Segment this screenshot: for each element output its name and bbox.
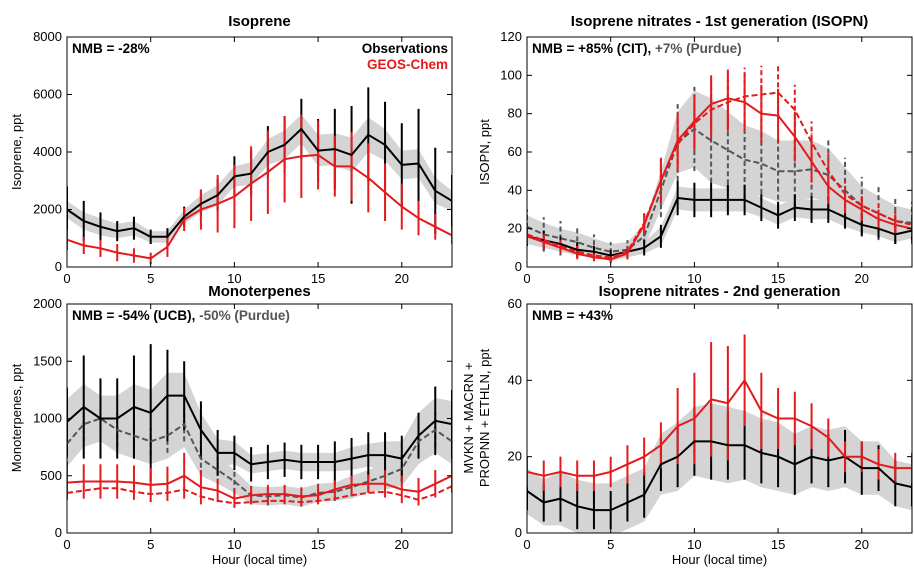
nmb-annotation-part: NMB = +85% (CIT), <box>532 41 655 56</box>
y-tick-label: 0 <box>55 259 62 274</box>
plot-area <box>527 334 912 533</box>
x-tick-label: 10 <box>687 537 701 552</box>
series-line <box>67 485 452 505</box>
x-tick-label: 20 <box>395 271 409 286</box>
nmb-annotation: NMB = -54% (UCB), -50% (Purdue) <box>72 308 290 323</box>
uncertainty-band <box>67 395 452 507</box>
y-tick-label: 8000 <box>33 29 62 44</box>
uncertainty-band <box>67 114 452 243</box>
x-tick-label: 10 <box>227 537 241 552</box>
plot-area <box>67 344 452 508</box>
nmb-annotation-part: NMB = +43% <box>532 308 613 323</box>
panel-isoprene: 0 5 10 15 20 0 2000 4000 6000 8000 Isoprene Isopren… <box>9 13 453 286</box>
y-axis-label: Isoprene, ppt <box>9 114 24 190</box>
y-tick-label: 1000 <box>33 411 62 426</box>
x-tick-label: 20 <box>855 271 869 286</box>
series-line <box>527 97 912 261</box>
series-line <box>527 379 912 477</box>
nmb-annotation-part: NMB = -54% (UCB), <box>72 308 199 323</box>
y-tick-label: 100 <box>500 67 522 82</box>
x-tick-label: 15 <box>311 271 325 286</box>
series-line <box>527 197 912 257</box>
y-tick-label: 1500 <box>33 353 62 368</box>
y-tick-label: 2000 <box>33 296 62 311</box>
uncertainty-band <box>527 403 912 533</box>
panel-title: Isoprene <box>228 13 291 30</box>
y-tick-label: 60 <box>508 144 522 159</box>
x-tick-label: 10 <box>687 271 701 286</box>
y-axis-label: MVKN + MACRN +PROPNN + ETHLN, ppt <box>461 348 492 487</box>
x-tick-label: 0 <box>63 271 70 286</box>
y-tick-label: 20 <box>508 449 522 464</box>
nmb-annotation: NMB = -28% <box>72 41 150 56</box>
plot-frame <box>526 303 913 534</box>
uncertainty-band <box>527 90 912 260</box>
y-tick-label: 500 <box>40 468 62 483</box>
y-tick-label: 0 <box>55 525 62 540</box>
y-tick-label: 4000 <box>33 144 62 159</box>
plot-area <box>67 87 452 265</box>
x-tick-label: 15 <box>771 271 785 286</box>
x-tick-label: 20 <box>395 537 409 552</box>
series-line <box>527 440 912 512</box>
x-tick-label: 0 <box>523 537 530 552</box>
y-tick-label: 6000 <box>33 87 62 102</box>
panel-2nd-gen-nitrates: 0 5 10 15 20 0 20 40 60 Isoprene nitrates - 2nd g… <box>461 283 913 567</box>
series-line <box>67 417 452 499</box>
y-tick-label: 60 <box>508 296 522 311</box>
series-line <box>67 474 452 500</box>
x-axis-label: Hour (local time) <box>212 552 307 567</box>
x-tick-label: 15 <box>771 537 785 552</box>
x-tick-label: 5 <box>147 537 154 552</box>
series-line <box>527 128 912 253</box>
y-axis-label-line: PROPNN + ETHLN, ppt <box>477 348 492 487</box>
x-tick-label: 5 <box>147 271 154 286</box>
y-tick-label: 2000 <box>33 202 62 217</box>
y-tick-label: 120 <box>500 29 522 44</box>
plot-area <box>527 65 912 264</box>
y-tick-label: 20 <box>508 221 522 236</box>
y-axis-label: ISOPN, ppt <box>477 119 492 185</box>
uncertainty-band <box>67 372 452 476</box>
y-tick-label: 40 <box>508 182 522 197</box>
series-line <box>67 153 452 260</box>
x-tick-label: 10 <box>227 271 241 286</box>
x-axis-label: Hour (local time) <box>672 552 767 567</box>
panel-title: Isoprene nitrates - 1st generation (ISOP… <box>571 13 869 30</box>
y-tick-label: 80 <box>508 106 522 121</box>
x-tick-label: 15 <box>311 537 325 552</box>
x-tick-label: 5 <box>607 537 614 552</box>
uncertainty-band <box>527 186 912 262</box>
panel-title: Isoprene nitrates - 2nd generation <box>599 283 841 300</box>
series-line <box>67 128 452 238</box>
nmb-annotation-part: -50% (Purdue) <box>199 308 290 323</box>
y-axis-label-line: MVKN + MACRN + <box>461 362 476 473</box>
legend-entry: GEOS-Chem <box>367 57 448 72</box>
y-tick-label: 0 <box>515 259 522 274</box>
y-tick-label: 0 <box>515 525 522 540</box>
nmb-annotation: NMB = +85% (CIT), +7% (Purdue) <box>532 41 742 56</box>
y-axis-label: Monoterpenes, ppt <box>9 363 24 472</box>
y-tick-label: 40 <box>508 372 522 387</box>
legend-entry: Observations <box>362 41 448 56</box>
nmb-annotation-part: NMB = -28% <box>72 41 150 56</box>
panel-isopn: 0 5 10 15 20 0 20 40 60 80 100 120 Isoprene nitrates… <box>477 13 913 286</box>
x-tick-label: 5 <box>607 271 614 286</box>
x-tick-label: 20 <box>855 537 869 552</box>
series-line <box>527 91 912 259</box>
x-tick-label: 0 <box>63 537 70 552</box>
panel-title: Monoterpenes <box>208 283 311 300</box>
nmb-annotation-part: +7% (Purdue) <box>655 41 742 56</box>
x-tick-label: 0 <box>523 271 530 286</box>
series-line <box>67 394 452 466</box>
panel-monoterpenes: 0 5 10 15 20 0 500 1000 1500 2000 Monoterpenes Mono… <box>9 283 453 567</box>
nmb-annotation: NMB = +43% <box>532 308 613 323</box>
